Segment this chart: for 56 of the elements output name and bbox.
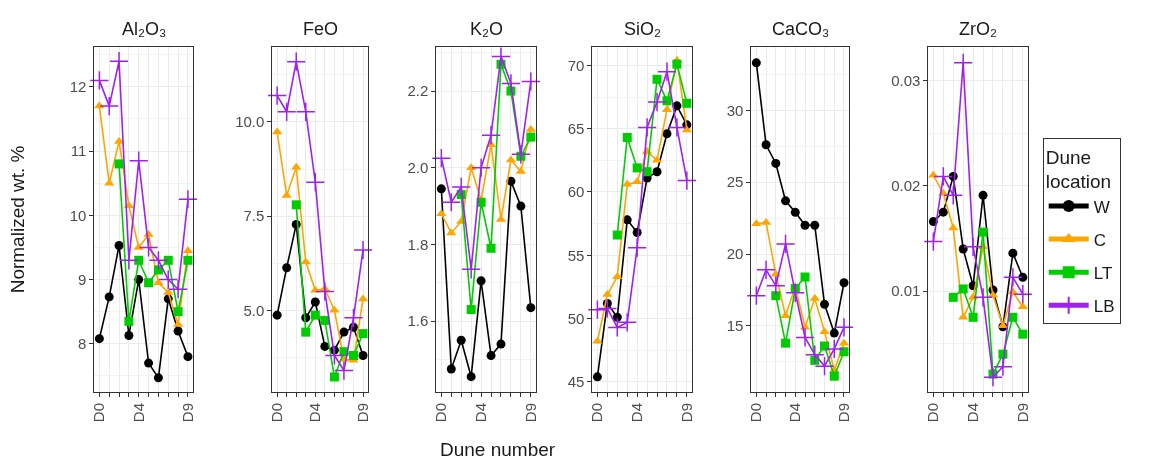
legend-label: W	[1093, 197, 1110, 217]
x-tick-label: D9	[178, 403, 196, 423]
y-tick-label: 50	[567, 309, 585, 327]
legend-label: LB	[1093, 296, 1115, 316]
y-tick-label: 0.03	[891, 71, 921, 89]
x-tick-label: D4	[129, 403, 147, 423]
y-tick-label: 11	[70, 142, 87, 160]
legend-label: C	[1093, 230, 1106, 250]
x-tick-label: D4	[306, 403, 324, 423]
y-tick-label: 25	[726, 173, 744, 191]
y-tick-label: 2.2	[407, 82, 429, 100]
y-tick-label: 1.6	[407, 312, 429, 330]
x-tick-label: D9	[521, 403, 539, 423]
y-tick-label: 55	[567, 246, 585, 264]
x-tick-label: D0	[924, 403, 942, 423]
y-tick-label: 15	[726, 317, 744, 335]
x-tick-label: D4	[963, 403, 981, 423]
y-tick-label: 65	[567, 119, 585, 137]
x-axis-title: Dune number	[440, 439, 556, 460]
y-tick-label: 10	[69, 206, 87, 224]
y-tick-label: 0.02	[891, 177, 921, 195]
y-tick-label: 45	[567, 373, 585, 391]
x-tick-label: D4	[628, 403, 646, 423]
legend-title: Dune location	[1045, 146, 1112, 193]
chart-title: Al₂O₃	[122, 19, 167, 39]
y-axis-title: Normalized wt. %	[7, 145, 29, 294]
x-tick-label: D9	[677, 403, 695, 423]
x-tick-label: D9	[353, 403, 371, 423]
y-tick-label: 8	[78, 335, 87, 353]
chart-title: K₂O	[470, 19, 503, 39]
y-tick-label: 2.0	[407, 159, 429, 176]
y-tick-label: 7.5	[243, 207, 265, 225]
chart-title: CaCO₃	[772, 19, 830, 39]
chart-title: FeO	[303, 19, 339, 39]
x-tick-label: D9	[1013, 403, 1031, 423]
y-tick-label: 70	[567, 56, 585, 74]
chart-title: ZrO₂	[959, 19, 997, 39]
x-tick-label: D4	[786, 403, 804, 423]
y-tick-label: 9	[78, 270, 87, 288]
x-tick-label: D0	[588, 403, 606, 423]
y-tick-label: 60	[567, 183, 585, 201]
x-tick-label: D0	[747, 403, 765, 423]
y-tick-label: 20	[726, 245, 744, 263]
x-tick-label: D0	[268, 403, 286, 423]
y-tick-label: 0.01	[891, 282, 921, 300]
y-tick-label: 12	[69, 78, 87, 96]
legend-label: LT	[1093, 263, 1113, 283]
y-tick-label: 30	[726, 101, 744, 119]
x-tick-label: D9	[834, 403, 852, 423]
chart-title: SiO₂	[624, 19, 662, 39]
y-tick-label: 10.0	[235, 113, 265, 131]
x-tick-label: D0	[90, 403, 108, 423]
y-tick-label: 5.0	[243, 301, 265, 319]
y-tick-label: 1.8	[407, 235, 429, 253]
x-tick-label: D4	[471, 403, 489, 423]
x-tick-label: D0	[432, 403, 450, 423]
